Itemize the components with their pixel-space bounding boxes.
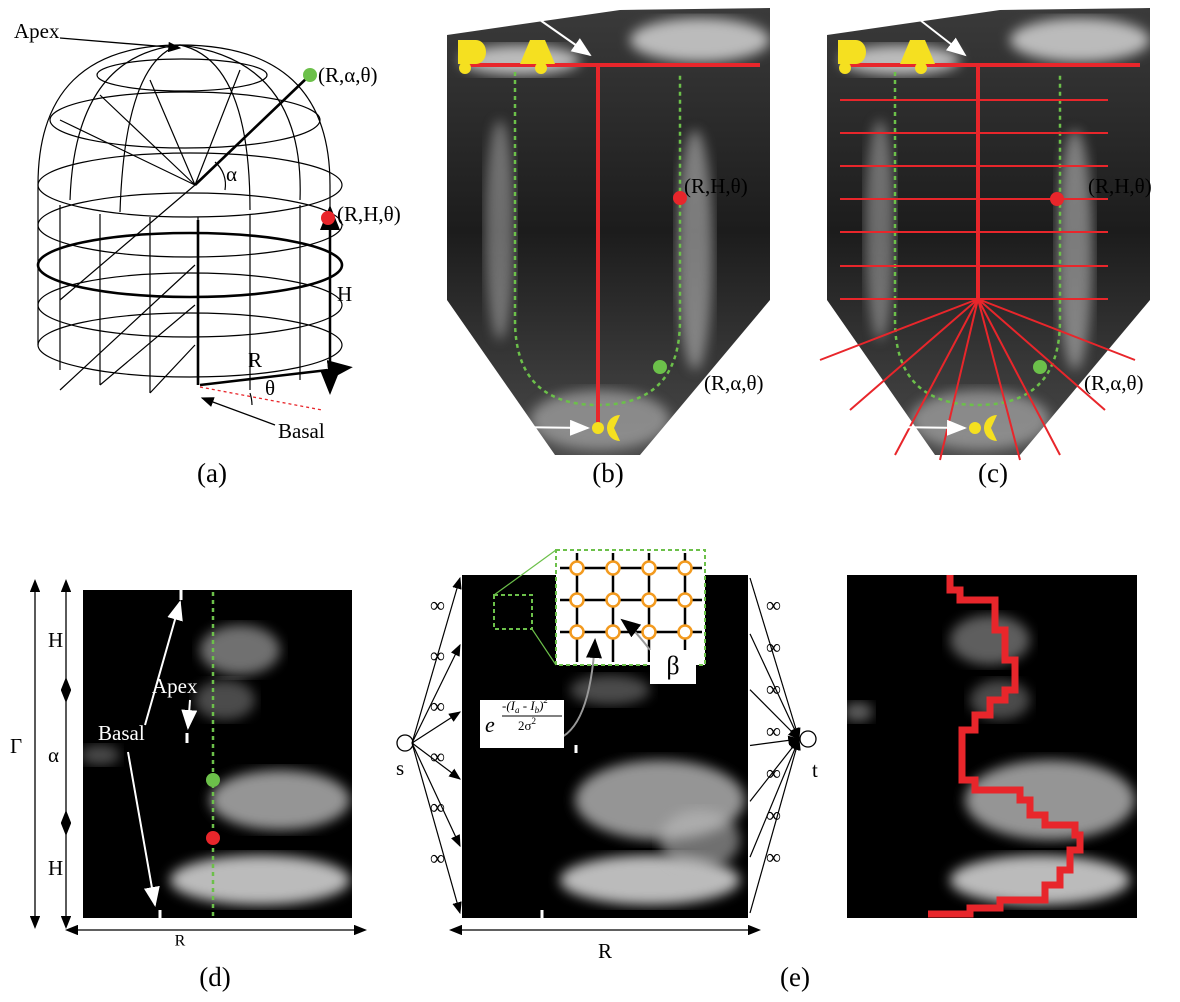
graph-node bbox=[571, 626, 584, 639]
graph-node bbox=[571, 562, 584, 575]
point-h-marker bbox=[321, 211, 335, 225]
label-theta: θ bbox=[265, 376, 275, 400]
panel-result bbox=[843, 575, 1137, 918]
edge-weight: ∞ bbox=[766, 845, 781, 869]
label-alpha: α bbox=[226, 162, 237, 186]
graph-node bbox=[679, 594, 692, 607]
graph-node bbox=[679, 562, 692, 575]
label-r: R bbox=[598, 939, 612, 963]
edge-weight: ∞ bbox=[430, 694, 445, 718]
label-point-h: (R,H,θ) bbox=[337, 202, 401, 226]
formula-numerator: -(Ia - Ib)2 bbox=[502, 695, 549, 715]
label-point-alpha: (R,α,θ) bbox=[1084, 371, 1144, 395]
graph-node bbox=[643, 562, 656, 575]
label-apex: Apex bbox=[450, 414, 496, 438]
caption: (c) bbox=[978, 458, 1008, 488]
edge-weight: ∞ bbox=[766, 803, 781, 827]
label-apex: Apex bbox=[14, 19, 60, 43]
label-apex: Apex bbox=[152, 674, 198, 698]
label-basal: Basal bbox=[278, 419, 325, 443]
label-alpha: α bbox=[48, 743, 59, 767]
panel-c: Basal (R,H,θ) (R,α,θ) Apex (c) bbox=[820, 4, 1152, 488]
label-point-h: (R,H,θ) bbox=[1088, 174, 1152, 198]
formula-part: 2 bbox=[532, 716, 537, 726]
label-point-alpha: (R,α,θ) bbox=[318, 63, 378, 87]
graph-node bbox=[607, 562, 620, 575]
formula-part: - I bbox=[520, 698, 536, 713]
sink-edge bbox=[750, 739, 799, 857]
label-basal: Basal bbox=[450, 4, 497, 28]
formula-base: e bbox=[485, 712, 495, 737]
graph-node bbox=[643, 594, 656, 607]
edge-weight: ∞ bbox=[430, 846, 445, 870]
graph-node bbox=[643, 626, 656, 639]
edge-weight: ∞ bbox=[766, 635, 781, 659]
edge-weight: ∞ bbox=[766, 761, 781, 785]
label-r: R bbox=[175, 933, 186, 950]
label-gamma: Γ bbox=[10, 734, 22, 758]
label-apex: Apex bbox=[828, 414, 874, 438]
label-point-alpha: (R,α,θ) bbox=[704, 371, 764, 395]
formula-part: -(I bbox=[502, 698, 516, 713]
edge-weight: ∞ bbox=[430, 745, 445, 769]
edge-weight: ∞ bbox=[766, 719, 781, 743]
edge-weight: ∞ bbox=[430, 643, 445, 667]
formula-part: 2σ bbox=[518, 718, 532, 733]
panel-e: e -(Ia - Ib)2 2σ2 β s t R (e) ∞∞∞∞∞∞∞∞∞∞… bbox=[396, 550, 818, 992]
label-basal: Basal bbox=[830, 4, 877, 28]
edge-weight: ∞ bbox=[766, 593, 781, 617]
label-source: s bbox=[396, 756, 404, 780]
wireframe bbox=[38, 45, 342, 410]
label-h: H bbox=[337, 282, 352, 306]
caption: (a) bbox=[197, 458, 227, 488]
label-h-bottom: H bbox=[48, 856, 63, 880]
label-basal: Basal bbox=[98, 721, 145, 745]
graph-node bbox=[679, 626, 692, 639]
label-point-h: (R,H,θ) bbox=[684, 174, 748, 198]
panel-a: Apex (R,α,θ) α (R,H,θ) H R θ Basal (a) bbox=[14, 19, 401, 488]
graph-node bbox=[607, 626, 620, 639]
edge-weight: ∞ bbox=[430, 593, 445, 617]
label-beta: β bbox=[666, 651, 679, 680]
graph-node bbox=[607, 594, 620, 607]
figure: Apex (R,α,θ) α (R,H,θ) H R θ Basal (a) B… bbox=[0, 0, 1180, 1002]
label-sink: t bbox=[812, 758, 818, 782]
caption: (b) bbox=[592, 458, 623, 488]
caption: (d) bbox=[199, 962, 230, 992]
edge-weight: ∞ bbox=[766, 677, 781, 701]
graph-node bbox=[571, 594, 584, 607]
panel-b: Basal (R,H,θ) (R,α,θ) Apex (b) bbox=[447, 4, 770, 488]
caption: (e) bbox=[780, 962, 810, 992]
label-h-top: H bbox=[48, 628, 63, 652]
panel-d: H α H Γ Apex Basal R (d) bbox=[10, 590, 354, 992]
label-r: R bbox=[248, 348, 262, 372]
formula-part: 2 bbox=[544, 695, 549, 705]
point-alpha-marker bbox=[303, 68, 317, 82]
